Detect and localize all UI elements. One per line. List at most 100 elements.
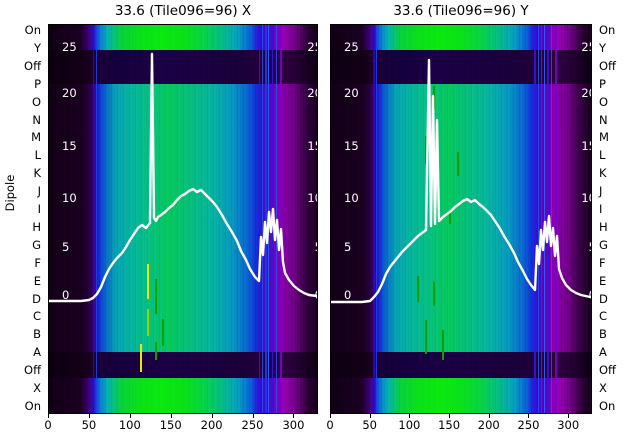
heat-spike-6 <box>280 24 282 414</box>
dipole-tick-right-d-15: D <box>599 292 608 306</box>
dipole-tick-right-on-0: On <box>599 23 616 37</box>
x-tick-mark-150 <box>449 414 451 418</box>
x-tick-label-250: 250 <box>241 418 264 432</box>
heat-spike-2 <box>540 24 543 414</box>
heatmap-panel-x[interactable]: 25 20 15 10 5 0 25 20 15 10 5 0 <box>48 24 318 414</box>
x-tick-mark-50 <box>88 414 90 418</box>
dipole-tick-right-h-11: H <box>599 220 608 234</box>
x-tick-label-50: 50 <box>362 418 377 432</box>
x-tick-mark-0 <box>48 414 49 418</box>
dipole-tick-left-l-7: L <box>34 148 41 162</box>
dipole-tick-left-on-21: On <box>24 399 41 413</box>
dipole-tick-right-m-6: M <box>599 130 609 144</box>
dipole-tick-left-y-1: Y <box>33 41 41 55</box>
white-trace-x <box>48 52 318 303</box>
dipole-tick-left-c-16: C <box>32 309 41 323</box>
dipole-tick-left-e-14: E <box>33 274 41 288</box>
dipole-tick-left-n-5: N <box>32 113 41 127</box>
x-tick-mark-200 <box>211 414 213 418</box>
dipole-tick-left-i-10: I <box>37 202 41 216</box>
dipole-tick-left-b-17: B <box>33 327 41 341</box>
dipole-tick-right-n-5: N <box>599 113 608 127</box>
dipole-tick-right-f-13: F <box>599 256 606 270</box>
heat-spike-6 <box>555 24 557 414</box>
x-tick-mark-300 <box>568 414 570 418</box>
heat-spike-1 <box>261 24 263 414</box>
dipole-tick-left-j-9: J <box>37 184 41 198</box>
dipole-tick-left-on-0: On <box>24 23 41 37</box>
dipole-tick-right-g-12: G <box>599 238 608 252</box>
x-tick-label-100: 100 <box>398 418 421 432</box>
heat-spike-7 <box>373 24 375 414</box>
heat-spike-8 <box>376 24 378 414</box>
x-tick-label-300: 300 <box>557 418 580 432</box>
dipole-tick-left-a-18: A <box>33 345 41 359</box>
panel-frame-y <box>330 24 592 414</box>
dipole-tick-right-off-2: Off <box>599 59 616 73</box>
x-tick-mark-250 <box>252 414 254 418</box>
panel-title-y: 33.6 (Tile096=96) Y <box>393 3 529 19</box>
x-tick-mark-200 <box>488 414 490 418</box>
dipole-tick-left-m-6: M <box>31 130 41 144</box>
heat-spike-8 <box>95 24 97 414</box>
dipole-tick-right-e-14: E <box>599 274 607 288</box>
x-tick-label-100: 100 <box>118 418 141 432</box>
marker-segments <box>140 264 164 372</box>
x-axis-left: 0 50 100 150 200 250 300 <box>44 414 318 440</box>
x-tick-label-200: 200 <box>477 418 500 432</box>
dipole-ticks-right: On Y Off P O N M L K J I H G F E D C B A Off X On <box>594 24 640 414</box>
dipole-tick-right-j-9: J <box>599 184 603 198</box>
heat-spike-0 <box>534 24 536 414</box>
x-tick-mark-0 <box>330 414 331 418</box>
heatmap-panel-y[interactable]: 25 20 15 10 5 0 25 20 15 10 5 0 <box>330 24 592 414</box>
x-tick-mark-300 <box>293 414 295 418</box>
dipole-tick-left-k-8: K <box>33 166 41 180</box>
x-tick-mark-250 <box>528 414 530 418</box>
x-tick-mark-100 <box>129 414 131 418</box>
dipole-tick-right-k-8: K <box>599 166 607 180</box>
x-tick-label-0: 0 <box>326 418 334 432</box>
dipole-ticks-left: On Y Off P O N M L K J I H G F E D C B A Off X On <box>0 24 46 414</box>
dipole-tick-left-d-15: D <box>32 292 41 306</box>
heat-spike-5 <box>550 24 552 414</box>
x-tick-mark-100 <box>409 414 411 418</box>
dipole-tick-right-x-20: X <box>599 381 607 395</box>
dipole-tick-right-off-19: Off <box>599 363 616 377</box>
x-tick-label-150: 150 <box>438 418 461 432</box>
dipole-tick-left-g-12: G <box>32 238 41 252</box>
x-tick-label-50: 50 <box>81 418 97 432</box>
x-tick-mark-150 <box>170 414 172 418</box>
trace-overlay-y <box>330 24 592 414</box>
heat-spike-7 <box>92 24 94 414</box>
x-tick-label-300: 300 <box>282 418 305 432</box>
dipole-tick-right-i-10: I <box>599 202 603 216</box>
panel-title-x: 33.6 (Tile096=96) X <box>114 3 252 19</box>
heat-spike-0 <box>258 24 260 414</box>
dipole-tick-left-off-2: Off <box>24 59 41 73</box>
dipole-tick-right-y-1: Y <box>599 41 607 55</box>
trace-overlay-x <box>48 24 318 414</box>
dipole-tick-right-on-21: On <box>599 399 616 413</box>
dipole-tick-right-b-17: B <box>599 327 607 341</box>
dipole-tick-left-x-20: X <box>33 381 41 395</box>
dipole-tick-right-o-4: O <box>599 95 609 109</box>
dipole-tick-left-p-3: P <box>34 77 41 91</box>
x-axis-right: 0 50 100 150 200 250 300 <box>326 414 592 440</box>
x-tick-label-200: 200 <box>200 418 223 432</box>
dipole-tick-left-off-19: Off <box>24 363 41 377</box>
x-tick-label-150: 150 <box>159 418 182 432</box>
heat-spike-2 <box>265 24 267 414</box>
dipole-tick-left-f-13: F <box>34 256 41 270</box>
dipole-tick-left-h-11: H <box>32 220 41 234</box>
heat-spike-3 <box>543 24 545 414</box>
x-tick-label-250: 250 <box>517 418 540 432</box>
dipole-tick-left-o-4: O <box>31 95 41 109</box>
dipole-tick-right-p-3: P <box>599 77 606 91</box>
dipole-tick-right-c-16: C <box>599 309 608 323</box>
panel-frame-x <box>48 24 318 414</box>
x-tick-label-0: 0 <box>44 418 52 432</box>
x-tick-mark-50 <box>369 414 371 418</box>
heat-spike-5 <box>275 24 277 414</box>
heat-spike-1 <box>537 24 539 414</box>
